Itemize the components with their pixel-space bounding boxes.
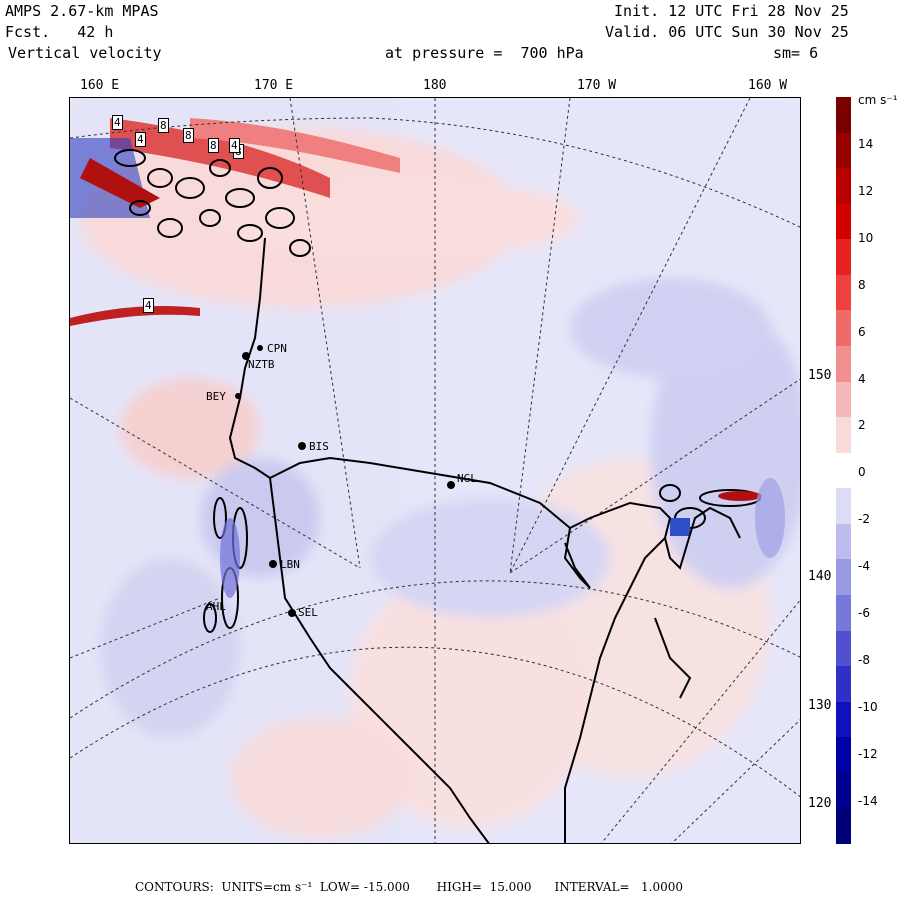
colorbar-tick-label: 8 (858, 277, 866, 292)
contour-label: 4 (135, 132, 146, 147)
colorbar-swatch (836, 630, 851, 667)
colorbar-tick-label: 2 (858, 418, 866, 433)
colorbar-swatch (836, 381, 851, 418)
colorbar-swatch (836, 346, 851, 383)
station-ahl: AHL (206, 600, 226, 613)
colorbar-tick-label: -10 (858, 699, 878, 714)
colorbar-swatch (836, 168, 851, 205)
colorbar-tick-label: -4 (858, 559, 870, 574)
lon-label-160e: 160 E (80, 78, 120, 93)
colorbar-tick-label: -8 (858, 652, 870, 667)
colorbar-tick-label: -2 (858, 512, 870, 527)
colorbar-swatch (836, 417, 851, 454)
contour-label: 4 (143, 298, 154, 313)
forecast-hour: Fcst. 42 h (5, 23, 114, 41)
field-name: Vertical velocity (8, 44, 162, 62)
colorbar-tick-label: 0 (858, 465, 866, 480)
colorbar (836, 97, 851, 845)
coastline (228, 237, 741, 843)
colorbar-swatch (836, 452, 851, 489)
pressure-level: at pressure = 700 hPa (385, 44, 584, 62)
colorbar-units: cm s⁻¹ (858, 93, 898, 107)
colorbar-swatch (836, 274, 851, 311)
station-sel: SEL (298, 606, 318, 619)
colorbar-swatch (836, 132, 851, 169)
colorbar-swatch (836, 488, 851, 525)
colorbar-swatch (836, 97, 851, 134)
colorbar-swatch (836, 203, 851, 240)
colorbar-swatch (836, 808, 851, 845)
station-bey: BEY (206, 390, 226, 403)
colorbar-tick-label: -12 (858, 746, 878, 761)
lon-label-170e: 170 E (254, 78, 294, 93)
colorbar-swatch (836, 701, 851, 738)
lat-lon-grid (70, 98, 800, 843)
model-title: AMPS 2.67-km MPAS (5, 2, 159, 20)
lon-label-180: 180 (423, 78, 447, 93)
colorbar-swatch (836, 523, 851, 560)
colorbar-swatch (836, 310, 851, 347)
station-dots (235, 345, 455, 617)
smoothing: sm= 6 (773, 44, 819, 62)
station-cpn: CPN (267, 342, 287, 355)
lon-label-170w: 170 W (577, 78, 617, 93)
strong-updraft-band (70, 118, 400, 326)
colorbar-swatch (836, 737, 851, 774)
station-nztb: NZTB (248, 358, 275, 371)
map-svg (70, 98, 800, 843)
contour-label: 4 (112, 115, 123, 130)
colorbar-tick-label: -6 (858, 606, 870, 620)
station-lbn: LBN (280, 558, 300, 571)
footer-contour-info: CONTOURS: UNITS=cm s⁻¹ LOW= -15.000 HIGH… (135, 880, 684, 894)
velocity-field (70, 98, 800, 843)
east-cells (220, 478, 785, 598)
colorbar-tick-label: 12 (858, 183, 874, 198)
contour-label: 4 (229, 138, 240, 153)
contour-label: 8 (208, 138, 219, 153)
colorbar-swatch (836, 595, 851, 632)
map-panel: 4 8 8 8 8 4 4 4 CPN NZTB BEY BIS NGL LBN… (69, 97, 801, 844)
init-time: Init. 12 UTC Fri 28 Nov 25 (614, 2, 849, 20)
colorbar-tick-label: 14 (858, 137, 874, 151)
lon-label-160w: 160 W (748, 78, 788, 93)
colorbar-tick-label: -14 (858, 793, 878, 808)
colorbar-swatch (836, 559, 851, 596)
station-ngl: NGL (457, 472, 477, 485)
colorbar-tick-label: 10 (858, 230, 874, 245)
colorbar-swatch (836, 239, 851, 276)
colorbar-tick-label: 6 (858, 324, 866, 339)
contour-label: 8 (158, 118, 169, 133)
colorbar-tick-label: 4 (858, 371, 866, 386)
contour-label: 8 (183, 128, 194, 143)
station-bis: BIS (309, 440, 329, 453)
colorbar-swatch (836, 772, 851, 809)
valid-time: Valid. 06 UTC Sun 30 Nov 25 (605, 23, 849, 41)
colorbar-swatch (836, 666, 851, 703)
